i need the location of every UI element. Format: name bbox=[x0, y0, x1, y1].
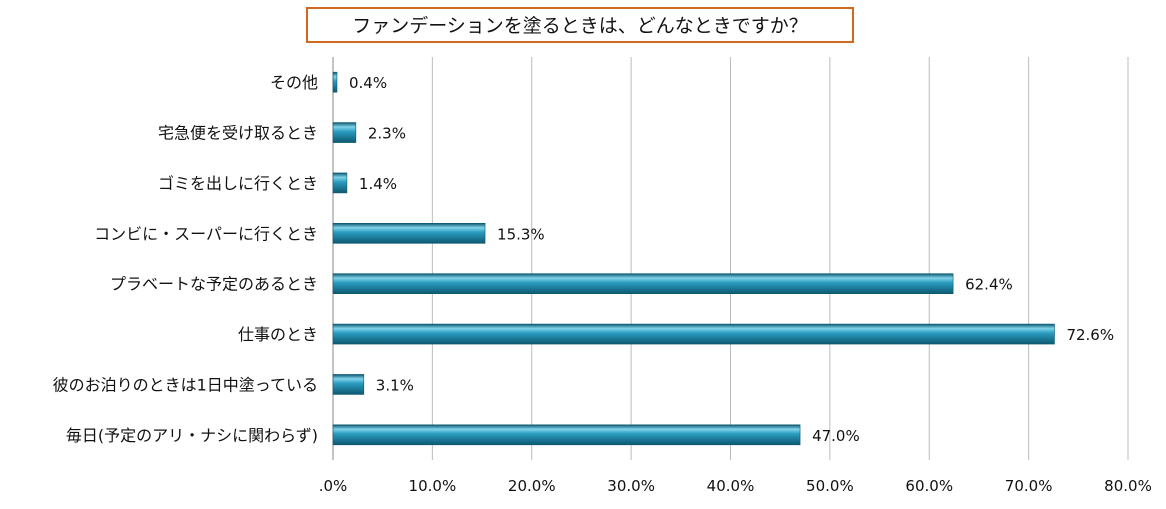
data-label: 1.4% bbox=[359, 175, 397, 193]
bar bbox=[332, 424, 801, 446]
bar bbox=[332, 323, 1055, 345]
category-label: 宅急便を受け取るとき bbox=[158, 124, 318, 143]
bar bbox=[332, 223, 486, 244]
category-label: コンビに・スーパーに行くとき bbox=[94, 224, 318, 243]
data-label: 3.1% bbox=[376, 376, 414, 394]
bar bbox=[332, 71, 338, 93]
chart-title-box: ファンデーションを塗るときは、どんなときですか？ bbox=[306, 7, 854, 43]
x-tick-label: 30.0% bbox=[607, 477, 655, 495]
data-label: 62.4% bbox=[965, 276, 1013, 294]
bar bbox=[332, 374, 365, 395]
bar bbox=[332, 172, 348, 194]
data-labels: 0.4% 2.3% 1.4% 15.3% 62.4% 72.6% 3.1% 47.0% bbox=[349, 74, 1114, 445]
data-label: 72.6% bbox=[1066, 326, 1114, 344]
category-label: 仕事のとき bbox=[238, 325, 318, 344]
title-border bbox=[306, 7, 854, 43]
x-tick-label: 80.0% bbox=[1104, 477, 1152, 495]
bar bbox=[332, 273, 954, 294]
category-labels: その他宅急便を受け取るときゴミを出しに行くときコンビに・スーパーに行くときプラベ… bbox=[53, 73, 318, 445]
x-tick-label: 10.0% bbox=[409, 477, 457, 495]
category-label: その他 bbox=[270, 73, 318, 92]
x-tick-label: 70.0% bbox=[1005, 477, 1053, 495]
chart-title: ファンデーションを塗るときは、どんなときですか？ bbox=[352, 14, 808, 37]
data-label: 47.0% bbox=[812, 427, 860, 445]
x-tick-label: 20.0% bbox=[508, 477, 556, 495]
bar bbox=[332, 122, 357, 143]
bars bbox=[332, 71, 1055, 446]
data-label: 15.3% bbox=[497, 225, 545, 243]
gridlines bbox=[431, 57, 1129, 460]
x-tick-label: 50.0% bbox=[806, 477, 854, 495]
data-label: 0.4% bbox=[349, 74, 387, 92]
x-tick-label: 40.0% bbox=[707, 477, 755, 495]
category-label: 毎日(予定のアリ・ナシに関わらず) bbox=[66, 426, 318, 445]
category-label: 彼のお泊りのときは1日中塗っている bbox=[53, 375, 318, 394]
category-label: プラベートな予定のあるとき bbox=[110, 275, 318, 294]
x-tick-label: 60.0% bbox=[905, 477, 953, 495]
x-tick-label: .0% bbox=[319, 477, 348, 495]
x-tick-labels: .0% 10.0% 20.0% 30.0% 40.0% 50.0% 60.0% 70.0% 80… bbox=[319, 477, 1152, 495]
category-label: ゴミを出しに行くとき bbox=[158, 174, 318, 193]
data-label: 2.3% bbox=[368, 125, 406, 143]
